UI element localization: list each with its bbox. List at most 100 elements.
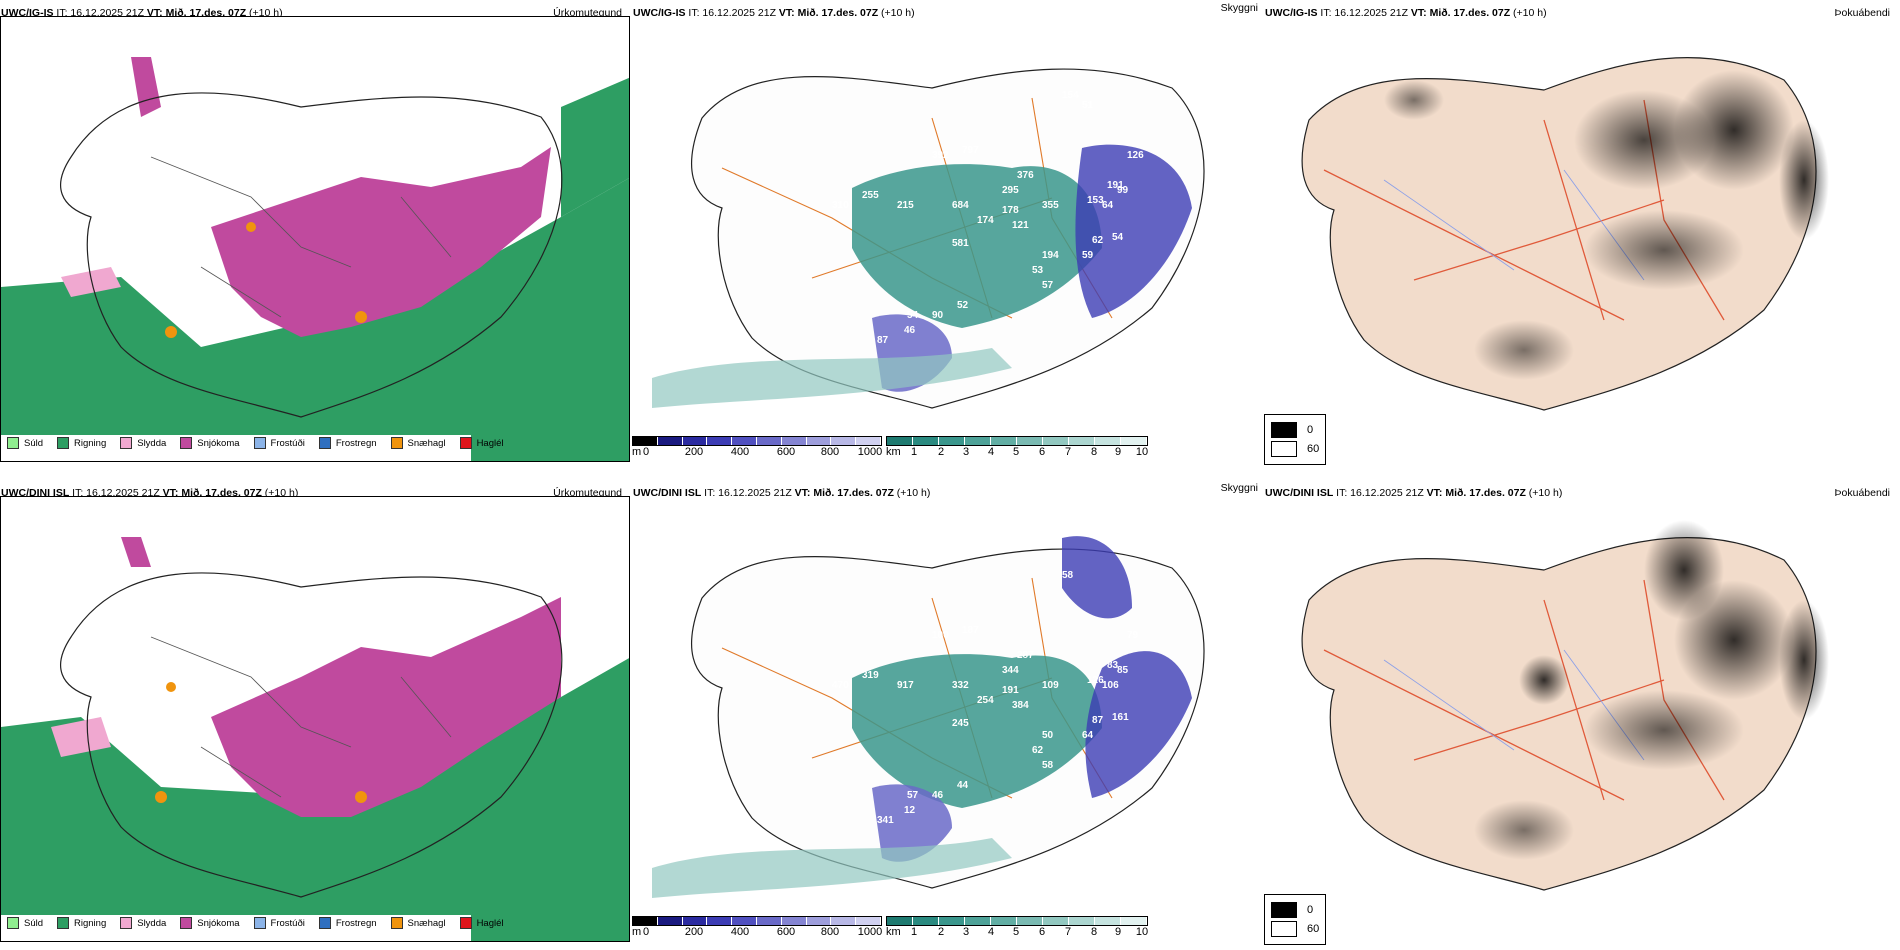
legend-swatch: [7, 437, 19, 449]
visibility-value-label: 187: [962, 625, 979, 636]
precip-map-svg: [1, 17, 629, 461]
legend-item: Snjókoma: [180, 917, 240, 929]
colorbar-unit: m: [632, 926, 642, 938]
legend-item: Slydda: [120, 437, 166, 449]
visibility-labels: 105 85 392 797 310 255 215 684 295 376 178 174 121 35…: [732, 65, 1144, 346]
visibility-value-label: 58: [1042, 760, 1054, 771]
init-time: IT: 16.12.2025 21Z: [688, 7, 776, 19]
fog-panel: UWC/IG-IS IT: 16.12.2025 21Z VT: Mið. 17…: [1264, 0, 1900, 470]
legend-label: Slydda: [137, 437, 167, 449]
precip-legend: Súld Rigning Slydda Snjókoma Frostúði Fr…: [7, 917, 518, 929]
valid-time: Mið. 17.des. 07Z: [1445, 487, 1526, 499]
ceiling-colorbar: m 0 200 400 600 800 1000: [632, 436, 882, 460]
visibility-value-label: 106: [1102, 680, 1119, 691]
legend-swatch: [390, 437, 403, 449]
model-name: UWC/IG-IS: [633, 7, 686, 19]
precip-panel: UWC/IG-IS IT: 16.12.2025 21Z VT: Mið. 17…: [0, 0, 632, 470]
visibility-map[interactable]: 70 77 100 187 470 319 917 332 344 287 191 254 384 109…: [632, 498, 1264, 928]
legend-swatch: [253, 437, 266, 449]
visibility-value-label: 581: [952, 238, 969, 249]
precip-map[interactable]: Súld Rigning Slydda Snjókoma Frostúði Fr…: [0, 496, 630, 942]
colorbar-tick: 6: [1038, 446, 1046, 458]
visibility-value-label: 70: [732, 550, 744, 561]
visibility-value-label: 44: [957, 780, 969, 791]
legend-label: 60: [1307, 443, 1320, 455]
visibility-value-label: 87: [1092, 715, 1104, 726]
legend-label: Súld: [24, 437, 44, 449]
visibility-value-label: 376: [1017, 170, 1034, 181]
colorbar-tick: 800: [820, 926, 840, 938]
colorbar-tick: 2: [937, 926, 945, 938]
visibility-value-label: 85: [1117, 665, 1129, 676]
colorbar-tick: 5: [1012, 926, 1020, 938]
legend-swatch: [459, 917, 472, 929]
fog-map[interactable]: [1264, 500, 1900, 900]
fog-legend-item: 60: [1271, 441, 1319, 457]
colorbar-tick: 200: [684, 446, 704, 458]
colorbar-tick: 3: [962, 446, 970, 458]
visibility-value-label: 332: [952, 680, 969, 691]
product-title: Skyggni: [1220, 482, 1258, 494]
legend-item: Frostúði: [253, 437, 305, 449]
legend-swatch: [57, 917, 70, 929]
lead-time: (+10 h): [1528, 487, 1563, 499]
visibility-value-label: 384: [1012, 700, 1029, 711]
model-name: UWC/DINI ISL: [1265, 487, 1334, 499]
fog-map[interactable]: [1264, 20, 1900, 420]
legend-swatch: [459, 437, 472, 449]
legend-swatch: [1271, 441, 1297, 457]
colorbar-tick: 200: [684, 926, 704, 938]
legend-item: Rigning: [57, 917, 106, 929]
legend-label: Frostregn: [335, 437, 377, 449]
legend-swatch: [253, 917, 266, 929]
visibility-value-label: 90: [932, 310, 944, 321]
colorbar-unit: m: [632, 446, 642, 458]
precip-map[interactable]: Súld Rigning Slydda Snjókoma Frostúði Fr…: [0, 16, 630, 462]
fog-legend-item: 60: [1271, 921, 1319, 937]
visibility-panel: UWC/IG-IS IT: 16.12.2025 21Z VT: Mið. 17…: [632, 0, 1264, 470]
colorbar-tick: 8: [1090, 446, 1098, 458]
legend-item: Snæhagl: [390, 437, 446, 449]
fog-legend-item: 0: [1271, 422, 1319, 438]
visibility-value-label: 684: [952, 200, 969, 211]
colorbar-unit: km: [886, 446, 901, 458]
visibility-value-label: 54: [907, 310, 919, 321]
visibility-value-label: 85: [767, 65, 779, 76]
legend-label: Súld: [24, 917, 44, 929]
visibility-value-label: 178: [1002, 205, 1019, 216]
visibility-value-label: 797: [962, 145, 979, 156]
colorbar-tick: 3: [962, 926, 970, 938]
colorbar-ramp: [886, 436, 1148, 446]
visibility-value-label: 51: [1082, 100, 1094, 111]
colorbar-unit: km: [886, 926, 901, 938]
legend-swatch: [1271, 921, 1297, 937]
visibility-value-label: 100: [932, 630, 949, 641]
legend-item: Slydda: [120, 917, 166, 929]
visibility-value-label: 174: [977, 215, 994, 226]
legend-label: Haglél: [476, 917, 504, 929]
legend-swatch: [180, 917, 193, 929]
visibility-value-label: 194: [1042, 250, 1059, 261]
panel-header: UWC/IG-IS IT: 16.12.2025 21Z VT: Mið. 17…: [1265, 7, 1547, 19]
visibility-value-label: 319: [862, 670, 879, 681]
visibility-value-label: 105: [732, 70, 749, 81]
legend-swatch: [180, 437, 193, 449]
colorbar-ticks: km 1 2 3 4 5 6 7 8 9 10: [886, 926, 1148, 940]
ceiling-colorbar: m 0 200 400 600 800 1000: [632, 916, 882, 940]
colorbar-tick: 0: [642, 446, 650, 458]
fog-legend-item: 0: [1271, 902, 1319, 918]
product-title: Skyggni: [1220, 2, 1258, 14]
legend-label: Snæhagl: [407, 917, 446, 929]
visibility-value-label: 64: [1082, 730, 1094, 741]
visibility-value-label: 917: [897, 680, 914, 691]
panel-header: UWC/DINI ISL IT: 16.12.2025 21Z VT: Mið.…: [633, 487, 930, 499]
colorbar-tick: 8: [1090, 926, 1098, 938]
legend-swatch: [1271, 902, 1297, 918]
visibility-value-label: 126: [1127, 150, 1144, 161]
colorbar-ticks: km 1 2 3 4 5 6 7 8 9 10: [886, 446, 1148, 460]
visibility-value-label: 245: [952, 718, 969, 729]
colorbar-tick: 2: [937, 446, 945, 458]
visibility-value-label: 52: [957, 300, 969, 311]
visibility-map[interactable]: 105 85 392 797 310 255 215 684 295 376 178 174 121 35…: [632, 18, 1264, 448]
legend-label: Snjókoma: [197, 917, 240, 929]
